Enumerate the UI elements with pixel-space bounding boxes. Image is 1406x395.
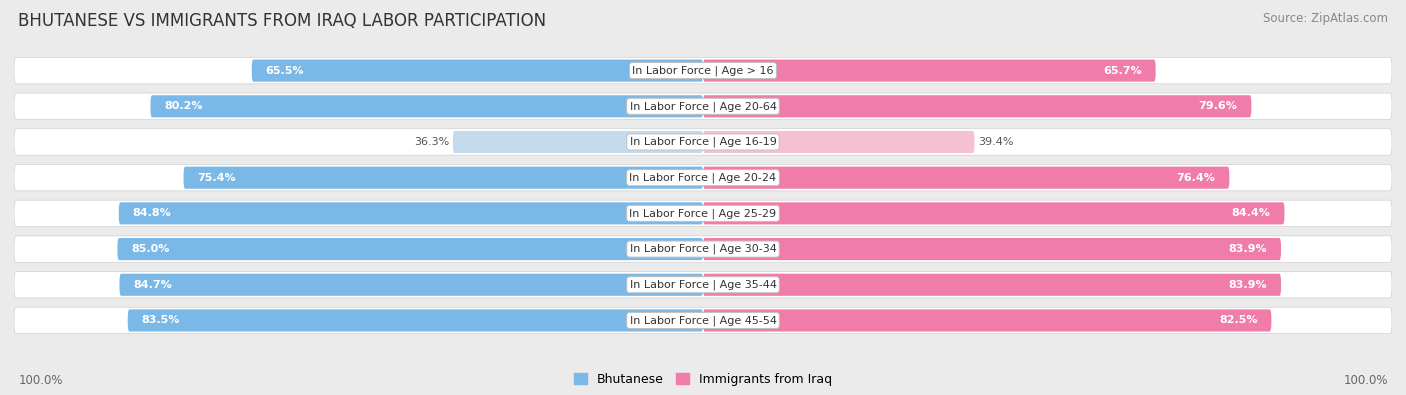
FancyBboxPatch shape: [703, 309, 1271, 331]
FancyBboxPatch shape: [118, 238, 703, 260]
Text: 83.9%: 83.9%: [1229, 280, 1267, 290]
Text: 36.3%: 36.3%: [415, 137, 450, 147]
FancyBboxPatch shape: [703, 202, 1285, 224]
Text: 83.9%: 83.9%: [1229, 244, 1267, 254]
Text: BHUTANESE VS IMMIGRANTS FROM IRAQ LABOR PARTICIPATION: BHUTANESE VS IMMIGRANTS FROM IRAQ LABOR …: [18, 12, 547, 30]
Text: In Labor Force | Age 25-29: In Labor Force | Age 25-29: [630, 208, 776, 218]
Text: 39.4%: 39.4%: [979, 137, 1014, 147]
FancyBboxPatch shape: [14, 129, 1392, 155]
Text: 79.6%: 79.6%: [1199, 101, 1237, 111]
Text: In Labor Force | Age 35-44: In Labor Force | Age 35-44: [630, 280, 776, 290]
FancyBboxPatch shape: [14, 93, 1392, 120]
FancyBboxPatch shape: [128, 309, 703, 331]
FancyBboxPatch shape: [14, 200, 1392, 227]
Legend: Bhutanese, Immigrants from Iraq: Bhutanese, Immigrants from Iraq: [569, 368, 837, 391]
FancyBboxPatch shape: [184, 167, 703, 189]
Text: In Labor Force | Age 16-19: In Labor Force | Age 16-19: [630, 137, 776, 147]
FancyBboxPatch shape: [703, 95, 1251, 117]
FancyBboxPatch shape: [150, 95, 703, 117]
Text: 65.7%: 65.7%: [1104, 66, 1142, 75]
FancyBboxPatch shape: [14, 164, 1392, 191]
FancyBboxPatch shape: [14, 271, 1392, 298]
Text: 76.4%: 76.4%: [1177, 173, 1216, 182]
Text: In Labor Force | Age 45-54: In Labor Force | Age 45-54: [630, 315, 776, 326]
Text: 80.2%: 80.2%: [165, 101, 202, 111]
FancyBboxPatch shape: [703, 274, 1281, 296]
FancyBboxPatch shape: [453, 131, 703, 153]
FancyBboxPatch shape: [120, 274, 703, 296]
FancyBboxPatch shape: [703, 60, 1156, 82]
Text: 82.5%: 82.5%: [1219, 316, 1257, 325]
Text: 85.0%: 85.0%: [131, 244, 170, 254]
Text: 84.4%: 84.4%: [1232, 209, 1271, 218]
Text: In Labor Force | Age 20-24: In Labor Force | Age 20-24: [630, 173, 776, 183]
Text: 83.5%: 83.5%: [142, 316, 180, 325]
FancyBboxPatch shape: [703, 238, 1281, 260]
FancyBboxPatch shape: [14, 57, 1392, 84]
FancyBboxPatch shape: [703, 131, 974, 153]
Text: 75.4%: 75.4%: [197, 173, 236, 182]
FancyBboxPatch shape: [14, 236, 1392, 262]
Text: 65.5%: 65.5%: [266, 66, 304, 75]
Text: 100.0%: 100.0%: [18, 374, 63, 387]
Text: In Labor Force | Age > 16: In Labor Force | Age > 16: [633, 65, 773, 76]
Text: In Labor Force | Age 30-34: In Labor Force | Age 30-34: [630, 244, 776, 254]
FancyBboxPatch shape: [118, 202, 703, 224]
FancyBboxPatch shape: [14, 307, 1392, 334]
Text: 84.7%: 84.7%: [134, 280, 172, 290]
FancyBboxPatch shape: [252, 60, 703, 82]
Text: 100.0%: 100.0%: [1343, 374, 1388, 387]
Text: 84.8%: 84.8%: [132, 209, 172, 218]
FancyBboxPatch shape: [703, 167, 1229, 189]
Text: In Labor Force | Age 20-64: In Labor Force | Age 20-64: [630, 101, 776, 111]
Text: Source: ZipAtlas.com: Source: ZipAtlas.com: [1263, 12, 1388, 25]
